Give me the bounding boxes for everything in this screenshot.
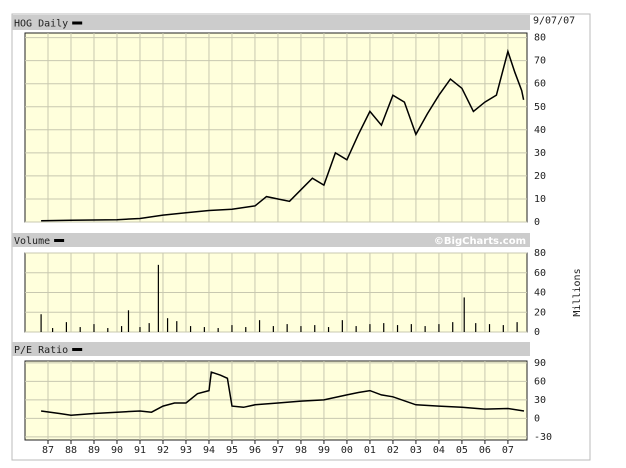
x-tick-label: 06 — [479, 445, 491, 456]
panel-header — [12, 233, 530, 247]
panel-header — [12, 342, 530, 356]
y-tick-label: 80 — [534, 33, 546, 44]
y-tick-label: 10 — [534, 194, 546, 205]
y-tick-label: 20 — [534, 171, 546, 182]
x-tick-label: 00 — [341, 445, 353, 456]
panel-title: P/E Ratio — [14, 345, 68, 356]
y-tick-label: 90 — [534, 358, 546, 369]
y-tick-label: 60 — [534, 268, 546, 279]
y-tick-label: 0 — [534, 327, 540, 338]
x-tick-label: 97 — [272, 445, 284, 456]
x-tick-label: 95 — [226, 445, 238, 456]
x-tick-label: 98 — [295, 445, 307, 456]
x-tick-label: 93 — [180, 445, 192, 456]
x-tick-label: 91 — [134, 445, 146, 456]
panel-title: HOG Daily — [14, 19, 68, 30]
price-line — [40, 371, 525, 417]
y-tick-label: 20 — [534, 307, 546, 318]
x-tick-label: 03 — [410, 445, 422, 456]
date-label: 9/07/07 — [533, 16, 575, 27]
x-tick-label: 05 — [456, 445, 468, 456]
x-tick-label: 89 — [88, 445, 100, 456]
x-tick-label: 99 — [318, 445, 330, 456]
plot-area — [24, 32, 528, 223]
y-tick-label: 70 — [534, 56, 546, 67]
y-tick-label: 80 — [534, 248, 546, 259]
y-tick-label: 30 — [534, 395, 546, 406]
y-tick-label: -30 — [534, 432, 552, 443]
x-tick-label: 01 — [364, 445, 376, 456]
y-tick-label: 0 — [534, 413, 540, 424]
x-tick-label: 96 — [249, 445, 261, 456]
y-tick-label: 40 — [534, 288, 546, 299]
x-tick-label: 88 — [65, 445, 77, 456]
legend-marker — [72, 348, 83, 351]
panel-header — [12, 15, 530, 30]
price-line — [41, 48, 525, 222]
y-tick-label: 0 — [534, 217, 540, 228]
y-tick-label: 40 — [534, 125, 546, 136]
x-tick-label: 92 — [157, 445, 169, 456]
legend-marker — [72, 21, 83, 25]
x-tick-label: 87 — [42, 445, 54, 456]
x-tick-label: 94 — [203, 445, 215, 456]
x-tick-label: 07 — [502, 445, 514, 456]
x-tick-label: 02 — [387, 445, 399, 456]
y-tick-label: 60 — [534, 376, 546, 387]
y-tick-label: 50 — [534, 102, 546, 113]
y-tick-label: 30 — [534, 148, 546, 159]
plot-area — [24, 360, 528, 441]
x-tick-label: 04 — [433, 445, 445, 456]
x-tick-label: 90 — [111, 445, 123, 456]
legend-marker — [54, 239, 65, 242]
credit: ©BigCharts.com — [434, 236, 526, 247]
panel-title: Volume — [14, 236, 50, 247]
y-tick-label: 60 — [534, 79, 546, 90]
y-axis-label: Millions — [572, 268, 583, 316]
